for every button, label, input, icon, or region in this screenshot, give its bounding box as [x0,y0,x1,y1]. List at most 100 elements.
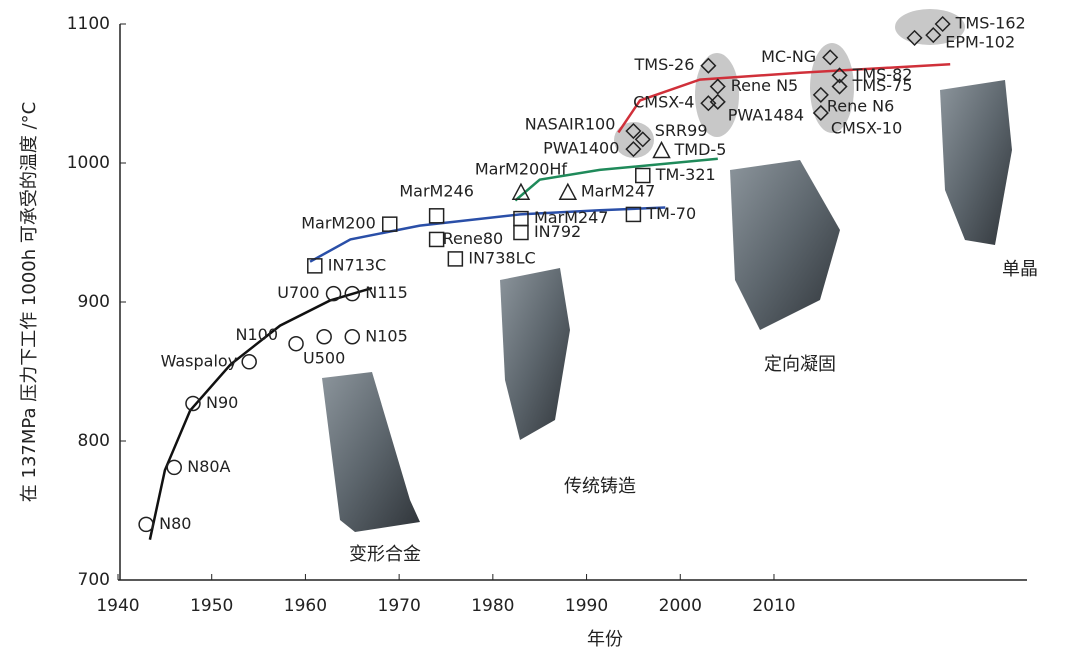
point-label: TM-70 [645,204,696,223]
blade-image [500,268,570,440]
point-label: N105 [365,326,408,345]
point-label: U500 [303,348,345,367]
point [382,216,398,232]
highlight [810,43,854,133]
point-label: TMS-26 [634,55,695,74]
point-label: N90 [206,393,238,412]
y-tick-label: 1100 [67,14,110,34]
point-label: TMS-82 [852,65,913,84]
point-label: TMD-5 [674,140,727,159]
point [709,78,726,95]
point-label: MarM247 [581,182,656,201]
point [635,167,651,184]
point-label: SRR99 [655,121,708,140]
y-axis-label: 在 137MPa 压力下工作 1000h 可承受的温度 /°C [19,102,40,502]
point [700,95,717,112]
point [344,285,361,302]
trend-line [617,63,951,134]
point-label: N115 [365,283,408,302]
point-label: CMSX-10 [831,118,902,137]
trend-line [148,286,373,540]
x-tick-label: 1970 [378,596,421,616]
point [558,182,578,200]
point-label: TMS-75 [852,76,913,95]
point [652,140,671,159]
point-label: MC-NG [761,47,816,66]
point [709,93,726,110]
point [166,459,182,476]
point-label: IN738LC [468,248,535,267]
blade-image [322,372,420,532]
point [316,329,332,345]
x-tick-label: 2010 [752,596,795,616]
point [925,27,942,44]
point-label: N80A [187,457,230,476]
point [185,395,201,412]
highlight [895,9,965,45]
point-label: EPM-102 [945,33,1015,52]
point [513,224,529,241]
point [307,258,323,274]
point-label: N100 [236,325,279,344]
x-tick-label: 2000 [659,596,702,616]
point-label: MarM246 [399,181,474,200]
point [812,104,829,122]
point [511,182,531,200]
point-label: PWA1484 [728,105,804,124]
point-label: N80 [159,514,191,533]
point-label: MarM200 [301,214,376,233]
highlight [614,122,654,158]
point [634,131,651,148]
blade-image [730,160,840,330]
group-label: 定向凝固 [764,354,836,375]
point-label: Rene80 [443,229,504,248]
point [428,231,445,248]
point [138,516,154,533]
point [447,251,464,267]
point [344,329,361,345]
point-label: MarM200Hf [475,160,568,179]
point [241,354,257,370]
point-label: U700 [277,283,319,302]
point [906,29,923,46]
point-label: PWA1400 [543,139,619,158]
point [625,206,642,223]
point-label: TMS-162 [955,14,1026,33]
point [700,57,717,74]
point-label: IN792 [534,222,581,241]
x-tick-label: 1950 [190,596,233,616]
point [934,15,951,33]
decorations [322,9,1012,532]
point-label: IN713C [328,255,386,274]
point-label: Rene N5 [731,76,798,95]
x-axis-label: 年份 [587,629,623,650]
point [325,285,342,302]
point-label: Rene N6 [827,96,894,115]
point [822,49,839,66]
group-label: 单晶 [1002,259,1038,280]
point-label: MarM247 [534,208,609,227]
point [625,141,642,158]
y-tick-label: 800 [78,431,110,451]
y-tick-label: 1000 [67,153,110,173]
point [428,208,445,224]
x-tick-label: 1940 [96,596,139,616]
point-label: NASAIR100 [525,115,616,134]
point-label: TM-321 [655,165,716,184]
group-label: 传统铸造 [564,476,636,497]
point [625,122,642,140]
point [288,335,304,352]
point [831,78,848,95]
point-label: Waspaloy [161,351,238,370]
x-tick-label: 1980 [471,596,514,616]
trend-line [309,206,666,263]
point [812,86,829,103]
point [831,67,848,84]
x-tick-label: 1990 [565,596,608,616]
group-label: 变形合金 [349,544,421,565]
point-label: CMSX-4 [633,93,694,112]
blade-image [940,80,1012,245]
x-tick-label: 1960 [284,596,327,616]
trend-line [514,157,718,202]
